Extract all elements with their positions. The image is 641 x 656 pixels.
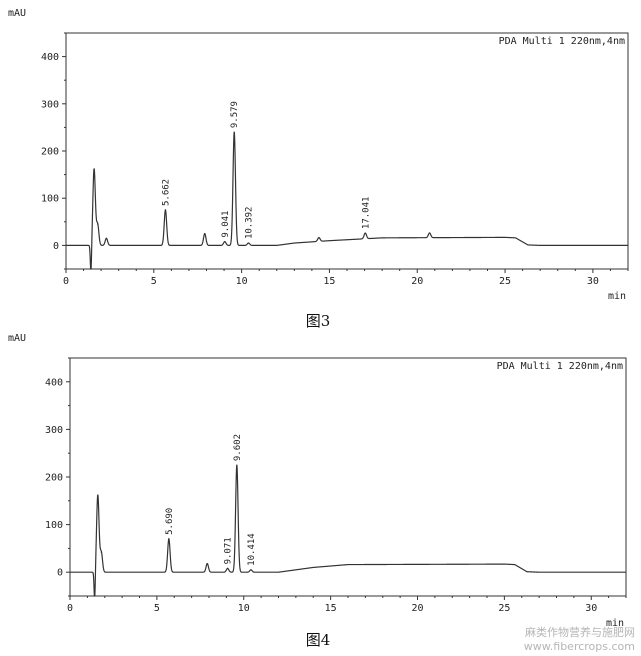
peak-apex [97, 494, 99, 496]
x-tick-label: 20 [411, 603, 423, 614]
chromatogram-fig4: mAU PDA Multi 1 220nm,4nm min 图4 0100200… [8, 333, 627, 649]
watermark-line-1: 麻类作物营养与施肥网 [525, 626, 635, 639]
y-tick-label: 0 [53, 241, 59, 252]
peak-rt-label: 9.071 [224, 537, 234, 564]
peak-apex [233, 131, 235, 133]
peak-rt-label: 9.041 [221, 211, 231, 238]
x-tick-label: 30 [585, 603, 597, 614]
chromatogram-trace [66, 132, 628, 270]
y-tick-label: 300 [45, 425, 63, 436]
peak-rt-label: 9.579 [230, 101, 240, 128]
figure-caption: 图4 [306, 631, 331, 649]
y-tick-label: 200 [45, 473, 63, 484]
x-unit-label: min [606, 618, 624, 629]
peak-apex [428, 232, 431, 234]
peak-apex [318, 237, 320, 239]
peak-apex [97, 223, 99, 225]
peak-apex [105, 237, 107, 239]
y-tick-label: 400 [41, 52, 59, 63]
x-tick-label: 15 [325, 603, 337, 614]
x-unit-label: min [608, 291, 626, 302]
peak-apex [247, 242, 250, 244]
peak-rt-label: 10.392 [245, 207, 255, 240]
peak-rt-label: 5.662 [161, 179, 171, 206]
chromatogram-trace [70, 464, 626, 597]
y-tick-label: 400 [45, 377, 63, 388]
peak-apex [236, 464, 238, 466]
peak-apex [224, 241, 226, 243]
x-tick-label: 30 [587, 276, 599, 287]
plot-frame [69, 357, 627, 597]
peak-rt-label: 5.690 [165, 508, 175, 535]
detector-header: PDA Multi 1 220nm,4nm [499, 36, 625, 47]
y-tick-label: 200 [41, 147, 59, 158]
peak-apex [204, 233, 206, 235]
peak-rt-label: 17.041 [361, 197, 371, 230]
watermark-line-2: www.fibercrops.com [523, 640, 635, 653]
peak-apex [164, 209, 167, 211]
peak-apex [93, 168, 95, 170]
peak-apex [227, 567, 229, 569]
y-tick-label: 300 [41, 99, 59, 110]
peak-apex [206, 563, 208, 565]
chromatogram-fig3: mAU PDA Multi 1 220nm,4nm min 图3 0100200… [8, 8, 629, 330]
site-watermark: 麻类作物营养与施肥网 www.fibercrops.com [524, 626, 635, 654]
y-tick-label: 0 [57, 568, 63, 579]
peak-apex [100, 551, 102, 553]
y-unit-label: mAU [8, 8, 26, 19]
x-tick-label: 25 [499, 276, 511, 287]
y-unit-label: mAU [8, 333, 26, 344]
x-tick-label: 0 [67, 603, 73, 614]
peak-apex [250, 569, 252, 571]
y-tick-label: 100 [45, 520, 63, 531]
x-tick-label: 25 [498, 603, 510, 614]
peak-apex [168, 538, 170, 540]
peak-rt-label: 9.602 [233, 434, 243, 461]
plot-frame [65, 32, 629, 270]
detector-header: PDA Multi 1 220nm,4nm [497, 361, 623, 372]
x-tick-label: 20 [411, 276, 423, 287]
x-tick-label: 5 [154, 603, 160, 614]
x-tick-label: 15 [323, 276, 335, 287]
x-tick-label: 0 [63, 276, 69, 287]
y-tick-label: 100 [41, 194, 59, 205]
peak-apex [364, 232, 366, 234]
figure-caption: 图3 [306, 312, 331, 330]
x-tick-label: 10 [238, 603, 250, 614]
x-tick-label: 10 [236, 276, 248, 287]
x-tick-label: 5 [151, 276, 157, 287]
peak-rt-label: 10.414 [247, 533, 257, 566]
